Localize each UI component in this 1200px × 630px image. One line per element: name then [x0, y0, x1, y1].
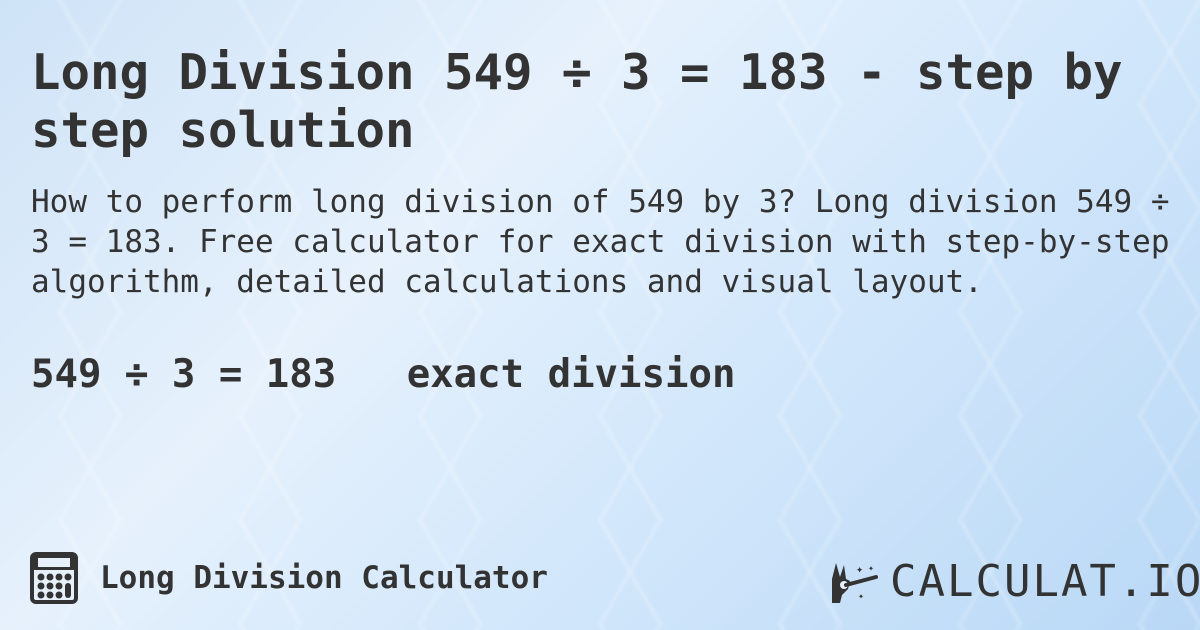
result-equation: 549 ÷ 3 = 183: [31, 352, 337, 397]
page-title: Long Division 549 ÷ 3 = 183 - step by st…: [31, 44, 1123, 159]
calculat-io-logo[interactable]: ✦ ✦ ✦ CALCULAT.IO: [828, 556, 1200, 607]
calculator-name: Long Division Calculator: [100, 560, 548, 596]
magic-wand-hand-icon: ✦ ✦ ✦: [832, 562, 878, 603]
svg-text:✦: ✦: [858, 591, 864, 602]
page-description: How to perform long division of 549 by 3…: [31, 184, 1170, 300]
svg-text:✦: ✦: [868, 563, 874, 574]
calculator-link[interactable]: Long Division Calculator: [30, 552, 548, 604]
logo-text: CALCULAT.IO: [890, 556, 1200, 607]
svg-text:✦: ✦: [856, 562, 863, 576]
result-type: exact division: [406, 352, 736, 397]
result-line: 549 ÷ 3 = 183 exact division: [31, 352, 735, 397]
calculator-icon: [30, 552, 78, 604]
